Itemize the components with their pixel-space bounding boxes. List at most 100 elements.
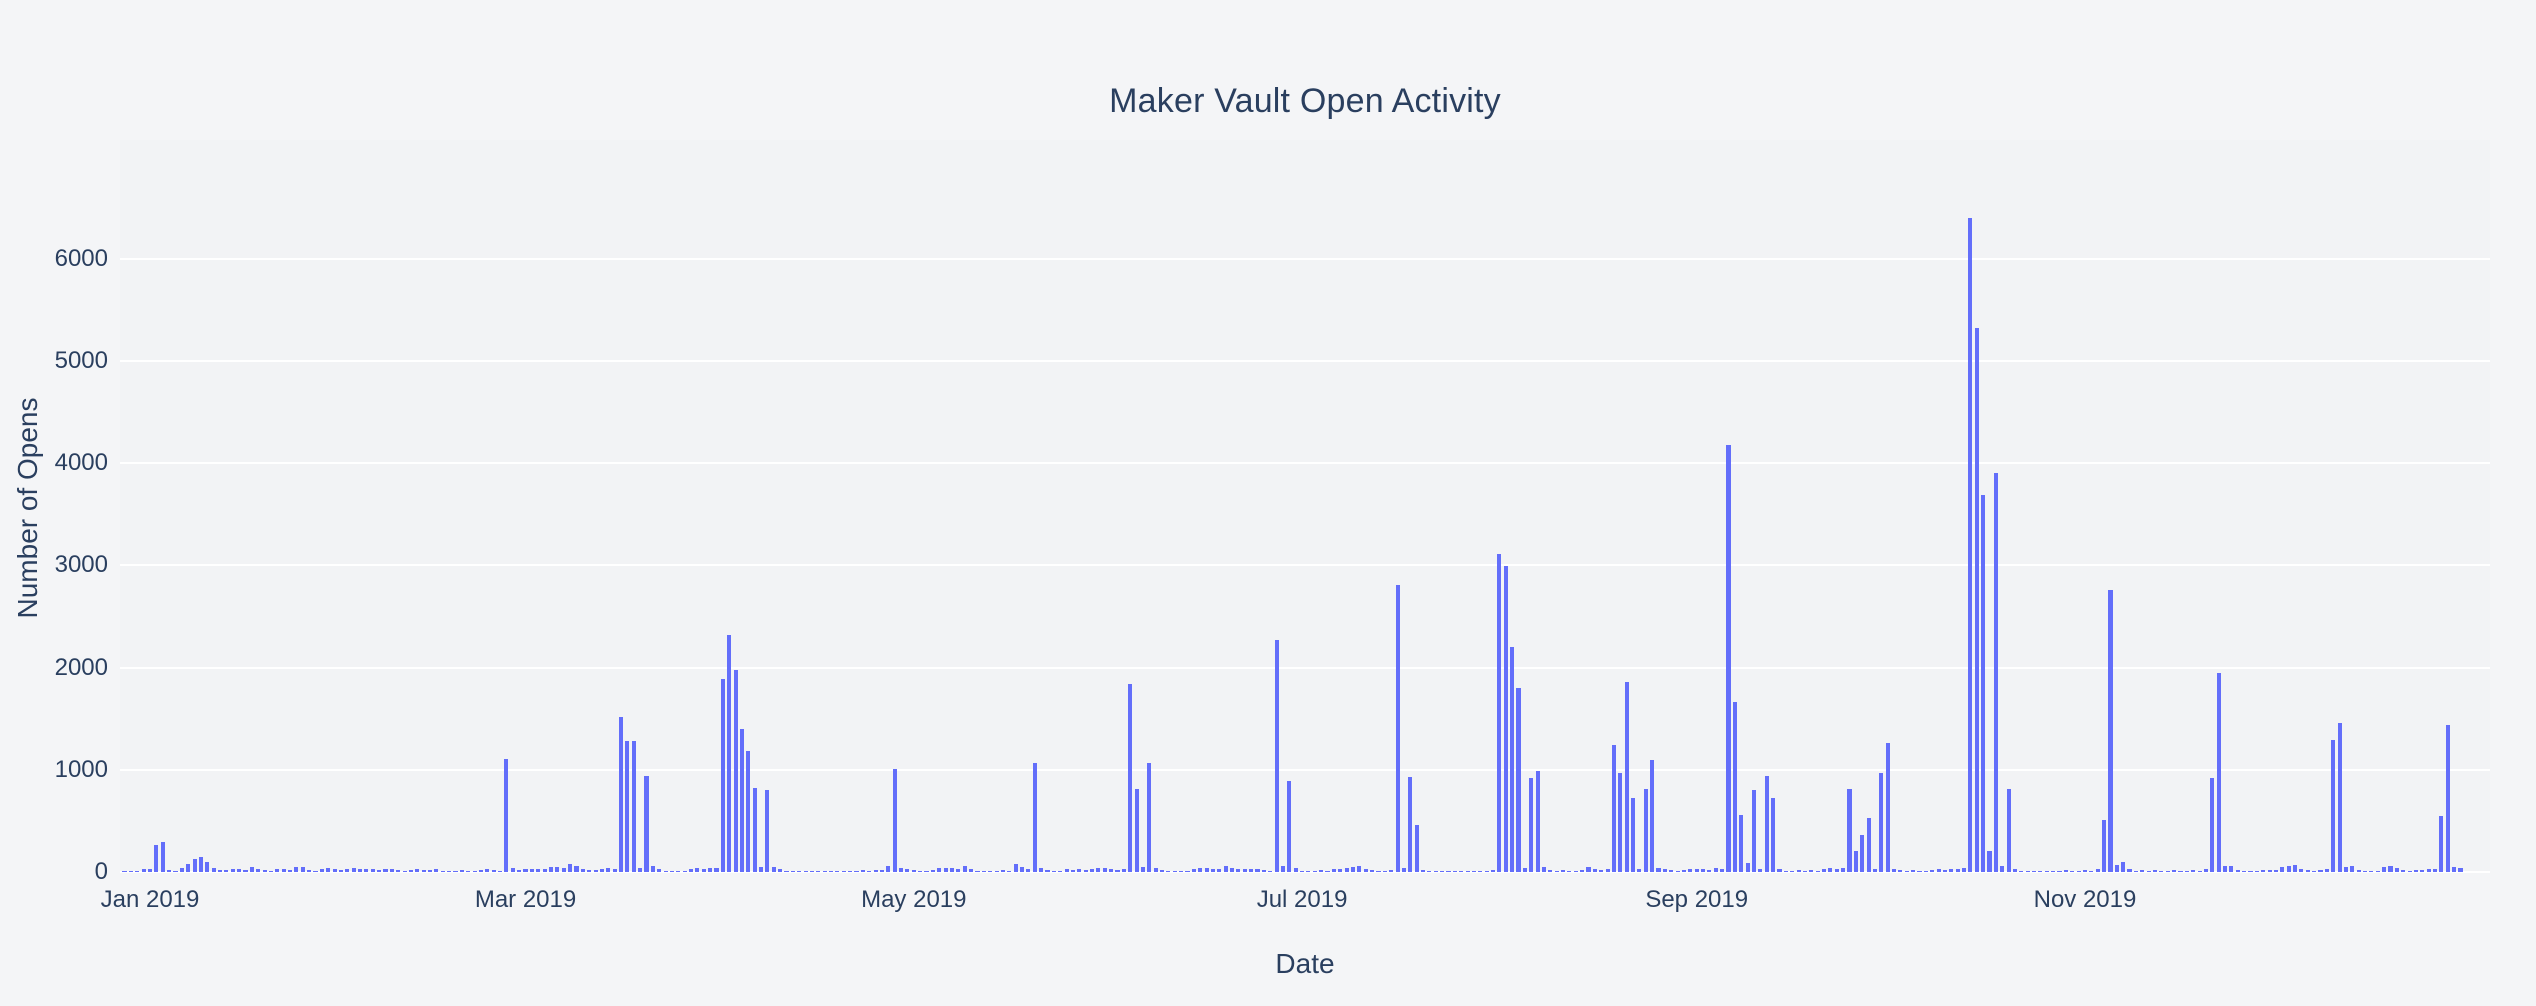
bar [357,869,363,872]
bar [638,867,643,872]
bar [147,869,153,872]
bar [2159,870,2164,872]
bar [2413,870,2419,872]
bar [1955,869,1960,872]
bar [561,867,566,872]
bar [415,869,420,872]
bar [2025,870,2030,872]
bar [612,868,617,872]
bar [237,868,242,872]
bar [1611,744,1617,872]
bar [1089,868,1095,872]
bar [1440,870,1445,872]
bar [1987,851,1992,872]
bar [1815,870,1820,872]
bar [1764,775,1769,872]
bar [2082,870,2088,872]
bar [2222,865,2228,872]
bar [739,728,745,872]
bar [1847,788,1852,872]
bar [1280,866,1286,872]
bar [2076,870,2081,872]
bar [1242,869,1247,872]
bar [1000,870,1005,872]
bar [2032,871,2037,872]
bar [1993,473,1998,872]
bar [1968,217,1973,872]
bar [1471,871,1476,872]
bar [1350,867,1356,872]
bar [816,870,821,872]
bar [2152,870,2158,872]
bar [1070,869,1075,872]
bar [1681,870,1687,872]
bar [1974,328,1979,872]
bar [1891,868,1897,872]
bar [835,871,840,872]
bar [2356,870,2361,872]
bar [2012,869,2018,872]
gridline-1000 [120,768,2490,771]
bar [2102,819,2107,872]
bar [2280,866,2285,872]
bar [383,869,388,872]
bar [408,869,414,872]
bar [1535,770,1540,872]
bar [1669,870,1674,872]
bar [1751,789,1757,872]
bar [173,870,178,872]
bar [2197,870,2202,872]
bar [1236,868,1241,872]
bar [128,871,133,872]
bar [421,870,426,872]
bar [2019,870,2024,872]
bar [1739,814,1744,872]
bar [981,870,986,872]
bar [2445,724,2450,872]
bar [568,863,573,872]
bar [1007,870,1012,872]
bar [822,870,827,872]
bar [154,845,159,872]
bar [2292,864,2298,872]
bar [1548,870,1553,872]
bar [1039,867,1044,872]
bar [1204,868,1209,872]
bar [1688,869,1693,872]
bar [2407,870,2412,872]
y-tick-label-0: 0 [94,858,108,885]
bar [1408,777,1413,872]
bar [179,868,184,872]
bar [1911,870,1916,872]
y-tick-label-6000: 6000 [54,244,108,272]
bar [695,868,700,872]
y-axis-title: Number of Opens [12,397,43,619]
bar [1395,584,1400,872]
bar [1707,870,1712,872]
bar [517,870,522,872]
bar [555,867,560,872]
bar [2203,869,2208,872]
bar [688,868,694,872]
bar [1484,870,1489,872]
bar [860,870,865,872]
bar [2433,868,2438,872]
bar [1561,870,1566,872]
bar [548,867,554,872]
bar [510,868,515,872]
bar [949,867,955,872]
bar [1567,870,1572,872]
bar [765,789,770,872]
bar [669,871,674,872]
bar [593,869,598,872]
plot-area[interactable] [120,140,2490,873]
x-tick-label: Mar 2019 [474,886,577,913]
bar [1338,868,1343,872]
bar [1771,797,1776,872]
bar [2248,870,2253,872]
bar [2401,870,2406,872]
bar [256,868,261,872]
bar [1624,681,1629,872]
bar [892,768,897,872]
bar [1510,646,1515,872]
